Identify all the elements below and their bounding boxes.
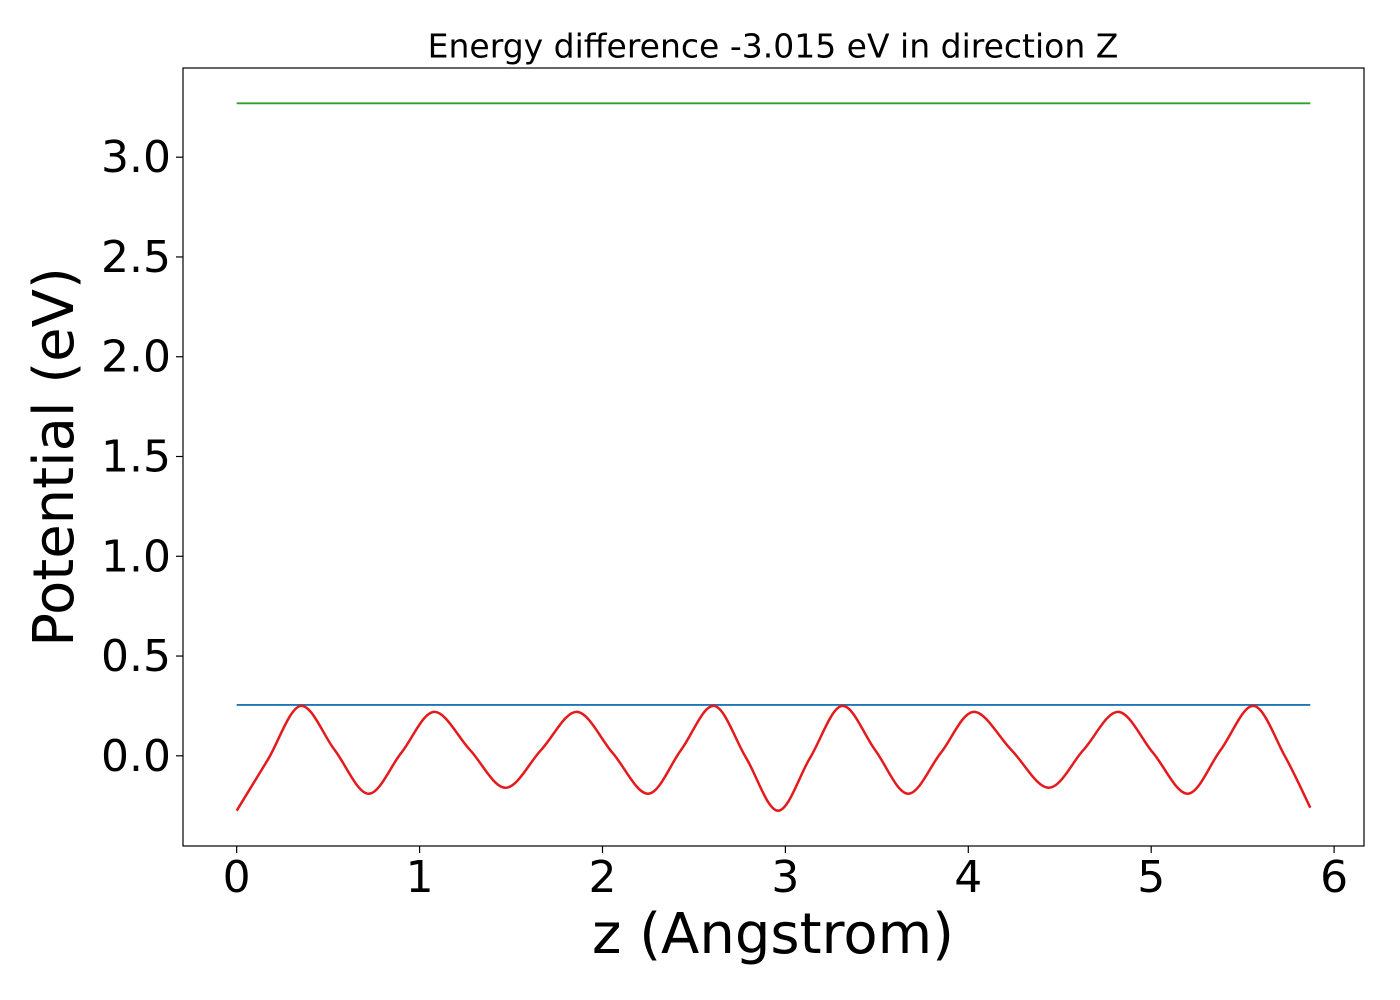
y-tick-label: 3.0: [101, 132, 171, 183]
y-tick-label: 0.5: [101, 631, 171, 682]
y-tick-label: 1.5: [101, 432, 171, 483]
x-tick-label: 5: [1137, 852, 1165, 903]
chart-title: Energy difference -3.015 eV in direction…: [428, 27, 1119, 66]
y-tick-label: 2.5: [101, 232, 171, 283]
y-tick-label: 2.0: [101, 332, 171, 383]
x-tick-label: 6: [1320, 852, 1348, 903]
series-line: [235, 704, 1312, 812]
x-tick-label: 3: [771, 852, 799, 903]
y-tick-label: 0.0: [101, 731, 171, 782]
y-axis-label: Potential (eV): [22, 267, 87, 647]
x-tick-label: 0: [223, 852, 251, 903]
x-tick-label: 4: [954, 852, 982, 903]
y-tick-label: 1.0: [101, 531, 171, 582]
plot-frame: [182, 67, 1365, 847]
x-axis-label: z (Angstrom): [592, 902, 954, 967]
x-tick-label: 1: [406, 852, 434, 903]
x-tick-label: 2: [588, 852, 616, 903]
